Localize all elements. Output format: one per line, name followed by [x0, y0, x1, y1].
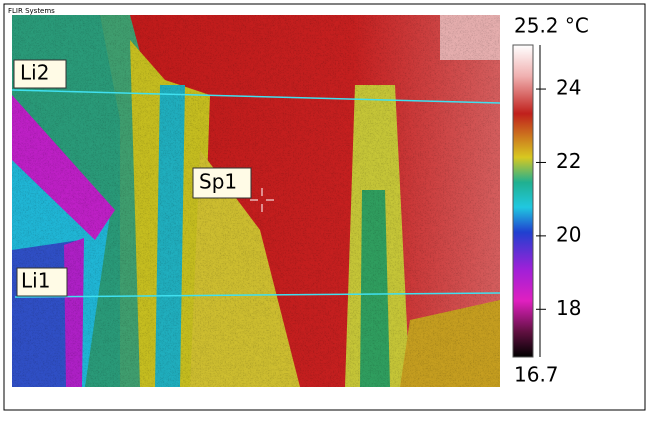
tick-label: 22	[556, 149, 581, 173]
marker-label: Sp1	[199, 170, 237, 194]
color-scale	[512, 44, 534, 358]
marker-box	[13, 59, 67, 89]
frame	[3, 3, 646, 411]
scale-max: 25.2 °C	[514, 14, 589, 38]
tick-label: 18	[556, 296, 581, 320]
marker-box	[16, 267, 68, 297]
tick-label: 20	[556, 222, 581, 246]
marker-label: Li1	[21, 269, 50, 293]
tick-label: 24	[556, 76, 581, 100]
marker-box	[192, 167, 252, 199]
marker-label: Li2	[20, 61, 49, 85]
thermal-image	[11, 15, 501, 387]
scale-ticks: 24 22 20 18	[536, 76, 581, 320]
scale-min: 16.7	[514, 363, 559, 387]
brand: FLIR Systems	[8, 7, 55, 15]
